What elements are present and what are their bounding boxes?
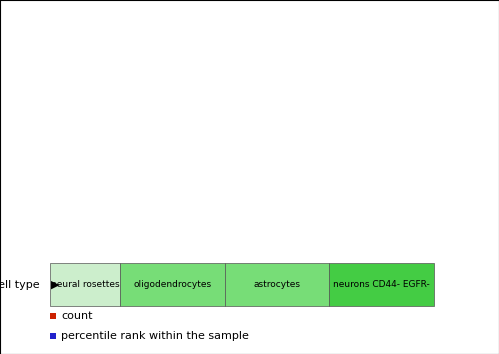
FancyBboxPatch shape xyxy=(50,256,84,301)
Bar xyxy=(59,107,75,253)
Text: GSM997568: GSM997568 xyxy=(412,251,421,306)
Text: GSM997564: GSM997564 xyxy=(272,251,281,306)
Bar xyxy=(234,251,250,253)
Text: GSM997565: GSM997565 xyxy=(307,251,316,306)
Text: GSM997566: GSM997566 xyxy=(342,251,351,306)
Text: percentile rank within the sample: percentile rank within the sample xyxy=(61,331,250,341)
Bar xyxy=(94,189,110,253)
Bar xyxy=(100,219,105,253)
Bar xyxy=(309,245,314,253)
Text: GSM997558: GSM997558 xyxy=(63,251,72,306)
FancyBboxPatch shape xyxy=(260,256,294,301)
Text: oligodendrocytes: oligodendrocytes xyxy=(133,280,211,289)
Text: GSM997563: GSM997563 xyxy=(238,251,247,306)
Bar xyxy=(135,209,140,253)
Text: GSM997567: GSM997567 xyxy=(377,251,386,306)
Bar xyxy=(240,245,245,253)
Bar xyxy=(170,141,175,253)
Text: astrocytes: astrocytes xyxy=(253,280,300,289)
FancyBboxPatch shape xyxy=(225,256,259,301)
Bar xyxy=(374,203,390,253)
FancyBboxPatch shape xyxy=(330,256,364,301)
Bar xyxy=(65,163,70,253)
Bar xyxy=(269,206,285,253)
Bar xyxy=(409,155,425,253)
Bar xyxy=(129,177,145,253)
FancyBboxPatch shape xyxy=(85,256,119,301)
Text: GSM997561: GSM997561 xyxy=(168,251,177,306)
Text: ▶: ▶ xyxy=(51,280,59,290)
Text: GSM997559: GSM997559 xyxy=(98,251,107,306)
FancyBboxPatch shape xyxy=(400,256,434,301)
Text: GSM997560: GSM997560 xyxy=(133,251,142,306)
Text: neural rosettes: neural rosettes xyxy=(50,280,119,289)
FancyBboxPatch shape xyxy=(365,256,399,301)
Text: cell type: cell type xyxy=(0,280,40,290)
Bar xyxy=(344,141,349,253)
Bar xyxy=(199,217,215,253)
Title: GDS4538 / ILMN_1904401: GDS4538 / ILMN_1904401 xyxy=(151,13,333,27)
FancyBboxPatch shape xyxy=(120,256,154,301)
Text: count: count xyxy=(61,312,93,321)
Text: GSM997562: GSM997562 xyxy=(203,251,212,306)
Bar xyxy=(274,231,279,253)
FancyBboxPatch shape xyxy=(190,256,224,301)
FancyBboxPatch shape xyxy=(155,256,189,301)
Bar xyxy=(164,59,180,253)
Bar xyxy=(379,231,384,253)
FancyBboxPatch shape xyxy=(295,256,329,301)
Bar xyxy=(205,234,210,253)
Bar xyxy=(414,197,419,253)
Bar xyxy=(339,62,355,253)
Text: neurons CD44- EGFR-: neurons CD44- EGFR- xyxy=(333,280,430,289)
Bar xyxy=(304,228,320,253)
